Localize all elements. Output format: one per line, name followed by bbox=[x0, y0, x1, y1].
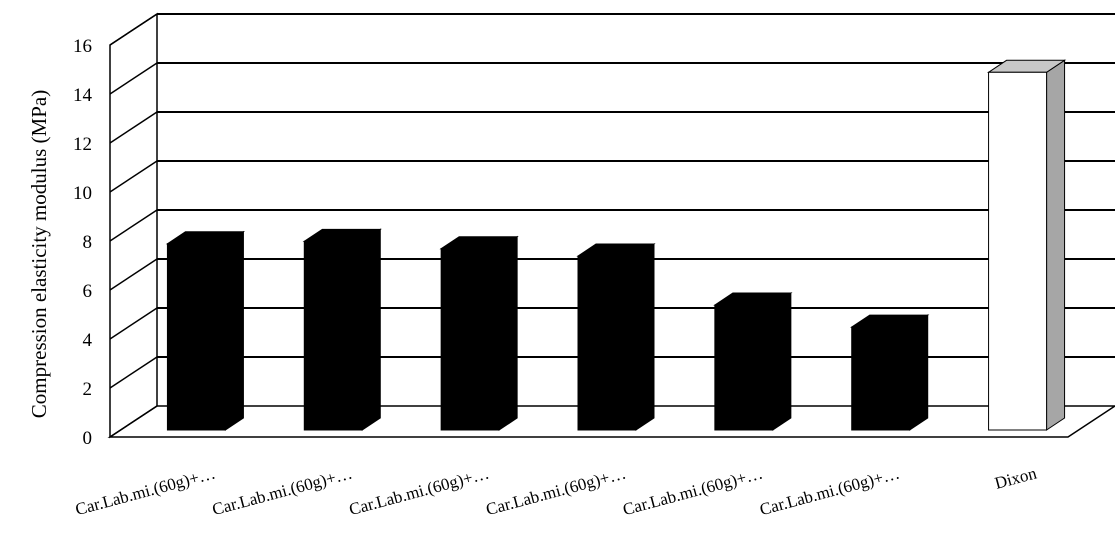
bar-front bbox=[714, 304, 774, 431]
bar bbox=[576, 243, 656, 431]
bar bbox=[165, 230, 246, 431]
bar-side bbox=[361, 228, 381, 431]
x-category-label: Car.Lab.mi.(60g)+… bbox=[73, 464, 217, 520]
bar-side bbox=[772, 292, 792, 431]
y-tick-label: 6 bbox=[83, 281, 93, 302]
bars bbox=[165, 59, 1067, 431]
y-tick-label: 2 bbox=[83, 379, 93, 400]
bar-front bbox=[577, 255, 637, 431]
x-category-label: Car.Lab.mi.(60g)+… bbox=[210, 464, 354, 520]
x-category-label: Dixon bbox=[993, 463, 1039, 492]
bar-side bbox=[909, 314, 929, 431]
gridline-side bbox=[109, 111, 158, 144]
y-tick-label: 14 bbox=[73, 85, 93, 106]
bar-front bbox=[166, 243, 226, 431]
bar-front bbox=[303, 240, 363, 431]
y-tick-label: 12 bbox=[73, 134, 92, 155]
bar bbox=[986, 59, 1067, 431]
gridline-side bbox=[109, 62, 158, 95]
floor bbox=[107, 405, 1115, 438]
bar bbox=[302, 228, 382, 431]
bar bbox=[850, 314, 930, 431]
gridline-side bbox=[109, 307, 158, 340]
bar bbox=[713, 292, 793, 431]
bar-front bbox=[440, 248, 500, 431]
y-tick-label: 4 bbox=[83, 330, 93, 351]
y-axis-ticks: 0 2 4 6 8 10 12 14 16 bbox=[73, 36, 93, 449]
gridline-side bbox=[109, 258, 158, 291]
bar bbox=[439, 235, 519, 431]
bar-side bbox=[224, 230, 244, 431]
y-axis-label: Compression elasticity modulus (MPa) bbox=[27, 90, 51, 418]
x-category-label: Car.Lab.mi.(60g)+… bbox=[758, 464, 902, 520]
y-tick-label: 0 bbox=[83, 428, 93, 449]
y-tick-label: 16 bbox=[73, 36, 92, 57]
y-tick-label: 10 bbox=[73, 183, 92, 204]
bar-side bbox=[1046, 59, 1066, 431]
gridline-side bbox=[109, 13, 158, 46]
bar-side bbox=[498, 235, 518, 431]
bar-side bbox=[635, 243, 655, 431]
bar-front bbox=[988, 71, 1048, 431]
gridline-side bbox=[109, 160, 158, 193]
bar-front bbox=[851, 326, 911, 431]
x-category-label: Car.Lab.mi.(60g)+… bbox=[347, 464, 491, 520]
x-axis-categories: Car.Lab.mi.(60g)+…Car.Lab.mi.(60g)+…Car.… bbox=[73, 463, 1039, 519]
x-category-label: Car.Lab.mi.(60g)+… bbox=[621, 464, 765, 520]
x-category-label: Car.Lab.mi.(60g)+… bbox=[484, 464, 628, 520]
gridline-side bbox=[109, 356, 158, 389]
gridline-side bbox=[109, 209, 158, 242]
y-tick-label: 8 bbox=[83, 232, 93, 253]
